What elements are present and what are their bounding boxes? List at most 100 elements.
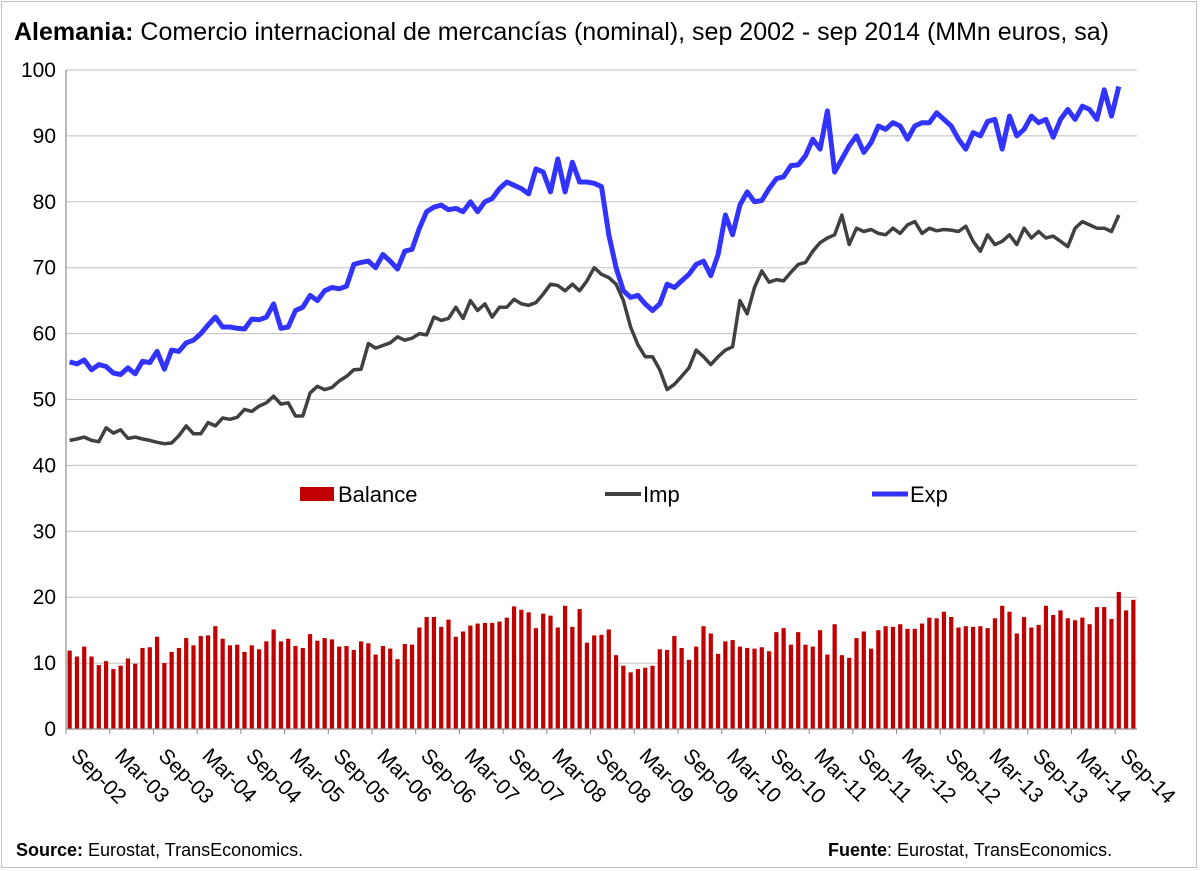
balance-bar <box>373 654 378 729</box>
balance-bar <box>125 658 131 729</box>
balance-bar <box>650 665 655 729</box>
balance-bar <box>759 647 764 729</box>
balance-bar <box>213 626 218 729</box>
balance-bar <box>1094 607 1100 729</box>
fuente-label: Fuente <box>828 840 888 860</box>
legend-swatch-balance <box>300 487 334 501</box>
balance-bar <box>1051 614 1056 729</box>
balance-bar <box>89 656 94 729</box>
y-tick-label: 30 <box>33 520 56 543</box>
balance-bar <box>970 626 976 729</box>
balance-bar <box>1036 624 1041 729</box>
y-tick-label: 20 <box>33 586 56 609</box>
balance-bar <box>504 617 509 729</box>
balance-bar <box>1102 607 1107 729</box>
balance-bar <box>839 655 845 729</box>
balance-bar <box>737 646 743 729</box>
balance-bar <box>74 656 80 729</box>
balance-bar <box>635 669 641 729</box>
balance-bar <box>475 623 480 729</box>
balance-bar <box>803 644 808 729</box>
balance-bar <box>599 634 604 729</box>
balance-bar <box>905 628 910 729</box>
balance-bar <box>235 644 240 729</box>
balance-bar <box>978 626 983 729</box>
balance-bar <box>380 645 386 729</box>
balance-bar <box>708 633 713 729</box>
balance-bar <box>817 630 823 729</box>
axes <box>65 70 1137 730</box>
balance-bar <box>439 626 444 729</box>
balance-bar <box>344 645 349 729</box>
balance-bar <box>96 665 101 729</box>
balance-bar <box>883 626 888 729</box>
balance-bar <box>766 651 772 729</box>
balance-bar <box>621 665 626 729</box>
chart-title: Alemania: Comercio internacional de merc… <box>14 18 1109 47</box>
balance-bar <box>256 649 262 729</box>
balance-bar <box>992 618 998 729</box>
balance-bar <box>118 665 123 729</box>
balance-bar <box>570 626 575 729</box>
balance-bar <box>548 615 553 729</box>
balance-bar <box>140 647 145 729</box>
y-tick-label: 100 <box>21 59 56 82</box>
balance-bar <box>184 638 189 729</box>
source-note-left: Source: Eurostat, TransEconomics. <box>16 840 303 861</box>
balance-bar <box>876 630 881 729</box>
balance-bar <box>825 654 830 729</box>
balance-bar <box>205 635 211 729</box>
y-tick-label: 60 <box>33 323 56 346</box>
legend-label-exp: Exp <box>910 482 948 507</box>
balance-bar <box>358 641 364 729</box>
balance-bar <box>351 649 356 729</box>
balance-bar <box>730 640 735 729</box>
balance-bar <box>854 638 859 729</box>
balance-bar <box>293 645 298 729</box>
balance-bar <box>592 635 597 729</box>
balance-bar <box>249 645 254 729</box>
balance-bar <box>919 623 925 729</box>
balance-bar <box>402 643 407 729</box>
balance-bar <box>490 622 495 729</box>
balance-bar <box>322 638 327 729</box>
balance-bar <box>198 636 203 729</box>
balance-bar <box>1131 599 1136 729</box>
balance-bar <box>752 648 757 729</box>
balance-bar <box>562 605 568 729</box>
balance-bar <box>927 617 932 729</box>
y-tick-label: 70 <box>33 257 56 280</box>
balance-bar <box>1007 611 1012 729</box>
source-note-right: Fuente: Eurostat, TransEconomics. <box>828 840 1112 861</box>
balance-bar <box>497 621 502 729</box>
legend-label-balance: Balance <box>338 482 418 507</box>
legend: Balance Imp Exp <box>300 482 948 507</box>
balance-bar <box>577 609 582 729</box>
balance-bar <box>271 629 276 729</box>
y-tick-label: 40 <box>33 454 56 477</box>
balance-bar <box>111 669 116 729</box>
balance-bar <box>220 638 225 729</box>
balance-bar <box>409 644 415 729</box>
balance-bar <box>745 647 750 729</box>
balance-bar <box>1072 620 1078 729</box>
balance-bar <box>1014 633 1019 729</box>
balance-bar <box>723 641 728 729</box>
balance-bar <box>701 626 706 729</box>
grid-lines <box>66 69 1137 730</box>
balance-bar <box>657 649 662 729</box>
balance-bar <box>694 646 699 729</box>
balance-bar <box>1109 618 1114 729</box>
balance-bar <box>1065 618 1070 729</box>
balance-bar <box>1058 610 1063 729</box>
balance-bar <box>541 613 546 729</box>
balance-bar <box>686 659 692 729</box>
legend-label-imp: Imp <box>643 482 680 507</box>
balance-bar <box>424 616 429 729</box>
balance-bar <box>1080 617 1085 729</box>
balance-bar <box>468 625 473 729</box>
balance-bar <box>941 611 947 729</box>
balance-bar <box>176 647 182 729</box>
y-tick-label: 10 <box>33 652 56 675</box>
